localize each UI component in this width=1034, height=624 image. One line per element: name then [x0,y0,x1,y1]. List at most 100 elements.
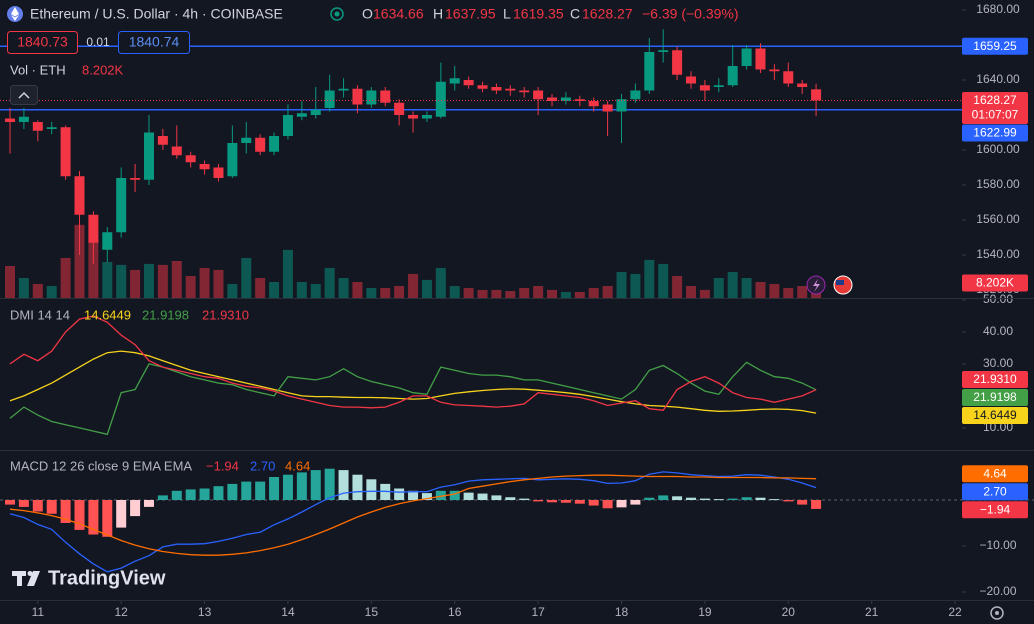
x-tick-label: 19 [698,605,712,619]
market-status[interactable] [330,7,344,21]
candle-body [88,214,99,243]
volume-bar [282,249,293,298]
histogram-bar [310,470,321,500]
histogram-bar [296,472,307,500]
volume-bar [533,286,544,298]
candle-body [32,121,43,131]
lightning [813,279,820,292]
candle-body [755,48,766,70]
close-value: 1628.27 [582,6,633,22]
x-tick-label: 17 [531,605,545,619]
histogram-bar [102,500,113,537]
histogram-bar [213,486,224,500]
volume-bar [5,266,16,298]
price-label: 14.6449 [973,408,1017,422]
macd-title: MACD 12 26 close 9 EMA EMA [10,458,192,473]
buy-button[interactable] [118,31,190,54]
histogram-bar [699,498,710,500]
volume-bar [727,271,738,298]
volume-bar [296,282,307,298]
histogram-bar [658,495,669,500]
candle-body [421,114,432,119]
volume-bar [616,271,627,298]
market-status-dot [334,11,340,17]
histogram-bar [88,500,99,535]
volume-bar [519,287,530,298]
volume-bar [102,261,113,298]
candle-body [741,48,752,66]
candle-body [713,85,724,87]
y-tick-label: 1540.00 [976,247,1020,261]
histogram-bar [143,500,154,507]
low-value: 1619.35 [513,6,564,22]
candle-body [157,135,168,145]
sell-price: 1840.73 [17,34,68,50]
volume-bar [574,292,585,298]
price-label: 21.9198 [973,390,1017,404]
histogram-bar [713,499,724,501]
candle-body [727,65,738,86]
histogram-bar [449,490,460,500]
volume-bar [658,263,669,298]
y-tick-label: 30.00 [983,356,1013,370]
volume-bar [408,273,419,298]
sell-button[interactable] [7,31,78,54]
histogram-bar [157,495,168,500]
volume-bar [338,277,349,298]
volume-title: Vol · ETH [10,62,66,77]
candle-body [366,90,377,105]
candle-body [644,51,655,91]
x-tick-label: 14 [281,605,295,619]
dmi-title: DMI 14 14 [10,307,70,322]
candle-body [519,90,530,93]
y-tick-label: 1560.00 [976,212,1020,226]
x-tick-label: 20 [782,605,796,619]
collapse-button[interactable] [10,85,38,105]
x-tick-label: 21 [865,605,879,619]
histogram-bar [60,500,71,523]
settings-icon[interactable] [990,606,1004,620]
candle-body [616,99,627,112]
histogram-bar [547,500,558,503]
adx-legend: 14.6449 [84,307,131,322]
symbol-title[interactable]: Ethereum / U.S. Dollar · 4h · COINBASE [30,6,283,22]
histogram-bar [491,495,502,500]
price-label-box [962,465,1028,483]
price-label: 2.70 [983,484,1007,498]
eth-glyph [11,7,19,21]
x-tick-label: 22 [948,605,962,619]
price-label: 1622.99 [973,126,1017,140]
candle-body [213,167,224,178]
candle-body [352,88,363,105]
settings-center [995,611,999,615]
y-tick-label: 1640.00 [976,72,1020,86]
histogram-bar [533,500,544,502]
price-label-box [962,124,1028,142]
histogram-bar [32,500,43,512]
last-price-box [962,92,1028,125]
histogram-bar [755,497,766,500]
low-key: L [503,6,511,22]
indicator-line [9,315,817,411]
volume-bar [755,282,766,298]
volume-bar [88,239,99,298]
price-label-box [962,389,1028,407]
logo-part [17,571,22,586]
histogram-bar [519,498,530,500]
histogram-bar [769,499,780,501]
signal-legend: 4.64 [285,458,310,473]
histogram-bar [171,490,182,500]
change: −6.39 (−0.39%) [642,6,739,22]
candle-body [171,146,182,156]
candle-body [338,88,349,91]
histogram-bar [463,492,474,500]
volume-bar [157,264,168,298]
volume-bar [421,279,432,298]
open-value: 1634.66 [373,6,424,22]
y-tick-label: 50.00 [983,292,1013,306]
watermark-logo [12,571,40,586]
candle-body [477,85,488,89]
volume-bar [672,276,683,298]
